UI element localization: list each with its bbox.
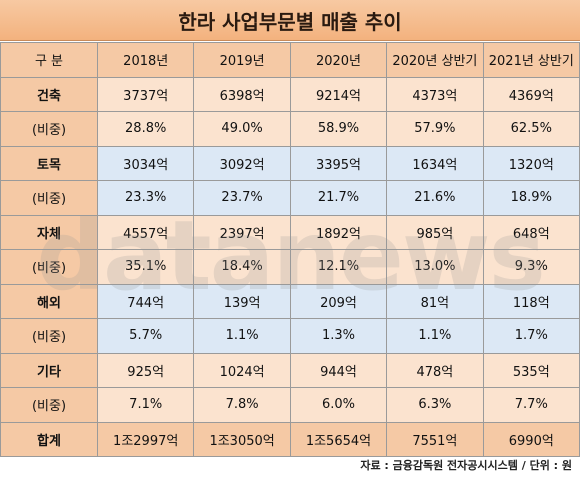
table-row: 토목 3034억 3092억 3395억 1634억 1320억 xyxy=(0,145,580,181)
table-cell: 28.8% xyxy=(96,111,195,147)
row-label: 자체 xyxy=(0,214,98,250)
source-note: 자료 : 금융감독원 전자공시시스템 / 단위 : 원 xyxy=(360,459,572,472)
table-cell: 2397억 xyxy=(193,214,291,250)
table-row: (비중) 7.1% 7.8% 6.0% 6.3% 7.7% xyxy=(0,387,580,423)
table-cell: 49.0% xyxy=(193,111,291,147)
table-cell: 7.8% xyxy=(193,387,291,423)
table-cell: 35.1% xyxy=(96,249,195,285)
table-cell: 535억 xyxy=(482,352,580,388)
table-cell: 744억 xyxy=(96,283,195,319)
row-label: (비중) xyxy=(0,318,98,354)
row-label: 건축 xyxy=(0,76,98,112)
table-cell: 1320억 xyxy=(482,145,580,181)
table-cell: 1.3% xyxy=(289,318,388,354)
table-cell: 81억 xyxy=(386,283,484,319)
table-cell: 57.9% xyxy=(386,111,484,147)
table-cell: 209억 xyxy=(289,283,388,319)
table-cell: 118억 xyxy=(482,283,580,319)
table-cell: 18.4% xyxy=(193,249,291,285)
table-cell: 6.0% xyxy=(289,387,388,423)
row-label: (비중) xyxy=(0,180,98,216)
table-cell: 6990억 xyxy=(482,421,580,457)
table-cell: 23.3% xyxy=(96,180,195,216)
table-cell: 5.7% xyxy=(96,318,195,354)
header-cell: 2020년 xyxy=(289,42,388,78)
table-cell: 3092억 xyxy=(193,145,291,181)
header-cell: 2019년 xyxy=(193,42,291,78)
header-cell: 2020년 상반기 xyxy=(386,42,484,78)
table-cell: 12.1% xyxy=(289,249,388,285)
table-cell: 18.9% xyxy=(482,180,580,216)
row-label: (비중) xyxy=(0,111,98,147)
row-label: 토목 xyxy=(0,145,98,181)
table-cell: 4557억 xyxy=(96,214,195,250)
table-cell: 1.7% xyxy=(482,318,580,354)
table-cell: 1.1% xyxy=(386,318,484,354)
table-cell: 1조5654억 xyxy=(289,421,388,457)
table-cell: 9214억 xyxy=(289,76,388,112)
table-cell: 139억 xyxy=(193,283,291,319)
table-cell: 7.1% xyxy=(96,387,195,423)
table-cell: 1조3050억 xyxy=(193,421,291,457)
table-cell: 1조2997억 xyxy=(96,421,195,457)
table-cell: 3737억 xyxy=(96,76,195,112)
table-cell: 21.7% xyxy=(289,180,388,216)
table-row: 해외 744억 139억 209억 81억 118억 xyxy=(0,283,580,319)
table-cell: 4373억 xyxy=(386,76,484,112)
table-cell: 925억 xyxy=(96,352,195,388)
table-row: (비중) 35.1% 18.4% 12.1% 13.0% 9.3% xyxy=(0,249,580,285)
table-cell: 13.0% xyxy=(386,249,484,285)
table-row: 건축 3737억 6398억 9214억 4373억 4369억 xyxy=(0,76,580,112)
table-title: 한라 사업부문별 매출 추이 xyxy=(0,0,580,41)
header-row: 구 분 2018년 2019년 2020년 2020년 상반기 2021년 상반… xyxy=(0,42,580,78)
header-cell: 2018년 xyxy=(96,42,195,78)
table-row: (비중) 23.3% 23.7% 21.7% 21.6% 18.9% xyxy=(0,180,580,216)
revenue-table: 구 분 2018년 2019년 2020년 2020년 상반기 2021년 상반… xyxy=(0,42,580,457)
table-cell: 1.1% xyxy=(193,318,291,354)
table-cell: 21.6% xyxy=(386,180,484,216)
table-row: 기타 925억 1024억 944억 478억 535억 xyxy=(0,352,580,388)
table-cell: 1634억 xyxy=(386,145,484,181)
row-label: (비중) xyxy=(0,387,98,423)
table-cell: 3395억 xyxy=(289,145,388,181)
row-label: 기타 xyxy=(0,352,98,388)
table-cell: 648억 xyxy=(482,214,580,250)
table-row: 자체 4557억 2397억 1892억 985억 648억 xyxy=(0,214,580,250)
table-row: 합계 1조2997억 1조3050억 1조5654억 7551억 6990억 xyxy=(0,421,580,457)
row-label: (비중) xyxy=(0,249,98,285)
table-cell: 4369억 xyxy=(482,76,580,112)
table-cell: 478억 xyxy=(386,352,484,388)
table-cell: 23.7% xyxy=(193,180,291,216)
table-cell: 62.5% xyxy=(482,111,580,147)
table-row: (비중) 5.7% 1.1% 1.3% 1.1% 1.7% xyxy=(0,318,580,354)
table-cell: 58.9% xyxy=(289,111,388,147)
table-cell: 6.3% xyxy=(386,387,484,423)
table-cell: 3034억 xyxy=(96,145,195,181)
header-cell: 2021년 상반기 xyxy=(482,42,580,78)
table-cell: 1024억 xyxy=(193,352,291,388)
row-label: 합계 xyxy=(0,421,98,457)
table-cell: 1892억 xyxy=(289,214,388,250)
table-row: (비중) 28.8% 49.0% 58.9% 57.9% 62.5% xyxy=(0,111,580,147)
header-cell: 구 분 xyxy=(0,42,98,78)
table-cell: 6398억 xyxy=(193,76,291,112)
table-cell: 944억 xyxy=(289,352,388,388)
table-cell: 9.3% xyxy=(482,249,580,285)
table-cell: 985억 xyxy=(386,214,484,250)
row-label: 해외 xyxy=(0,283,98,319)
table-cell: 7.7% xyxy=(482,387,580,423)
table-cell: 7551억 xyxy=(386,421,484,457)
